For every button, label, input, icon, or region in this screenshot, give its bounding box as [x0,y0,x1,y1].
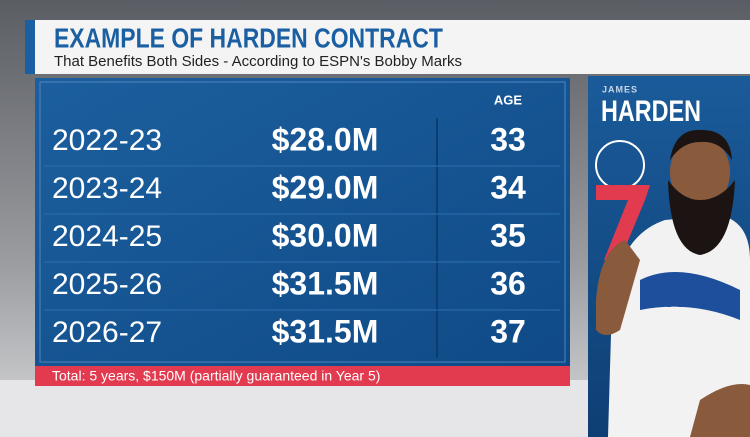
player-photo: PHILA [596,129,750,437]
age: 33 [490,121,526,157]
season: 2023-24 [52,172,162,205]
svg-text:PHILA: PHILA [648,283,726,313]
age: 36 [490,265,526,301]
table-frame [39,81,566,363]
salary: $30.0M [272,217,379,253]
salary: $31.5M [272,265,379,301]
header-accent [25,20,35,74]
header-bar [25,20,750,74]
season: 2026-27 [52,316,162,349]
player-last-name: HARDEN [601,94,701,127]
age: 34 [490,169,526,205]
footer-text: Total: 5 years, $150M (partially guarant… [52,368,380,384]
season: 2024-25 [52,220,162,253]
title: EXAMPLE OF HARDEN CONTRACT [54,23,443,54]
season: 2022-23 [52,124,162,157]
age: 37 [490,313,526,349]
table: 2022-23 $28.0M 33 2023-24 $29.0M 34 2024-25 $30… [44,121,560,349]
subtitle: That Benefits Both Sides - According to … [54,53,462,70]
salary: $31.5M [272,313,379,349]
table-panel [35,78,570,366]
season: 2025-26 [52,268,162,301]
age: 35 [490,217,526,253]
salary: $28.0M [272,121,379,157]
team-logo [595,140,650,260]
player-first-name: JAMES [602,84,638,94]
salary: $29.0M [272,169,379,205]
column-header: AGE [494,92,523,107]
footer-bar [35,366,570,386]
